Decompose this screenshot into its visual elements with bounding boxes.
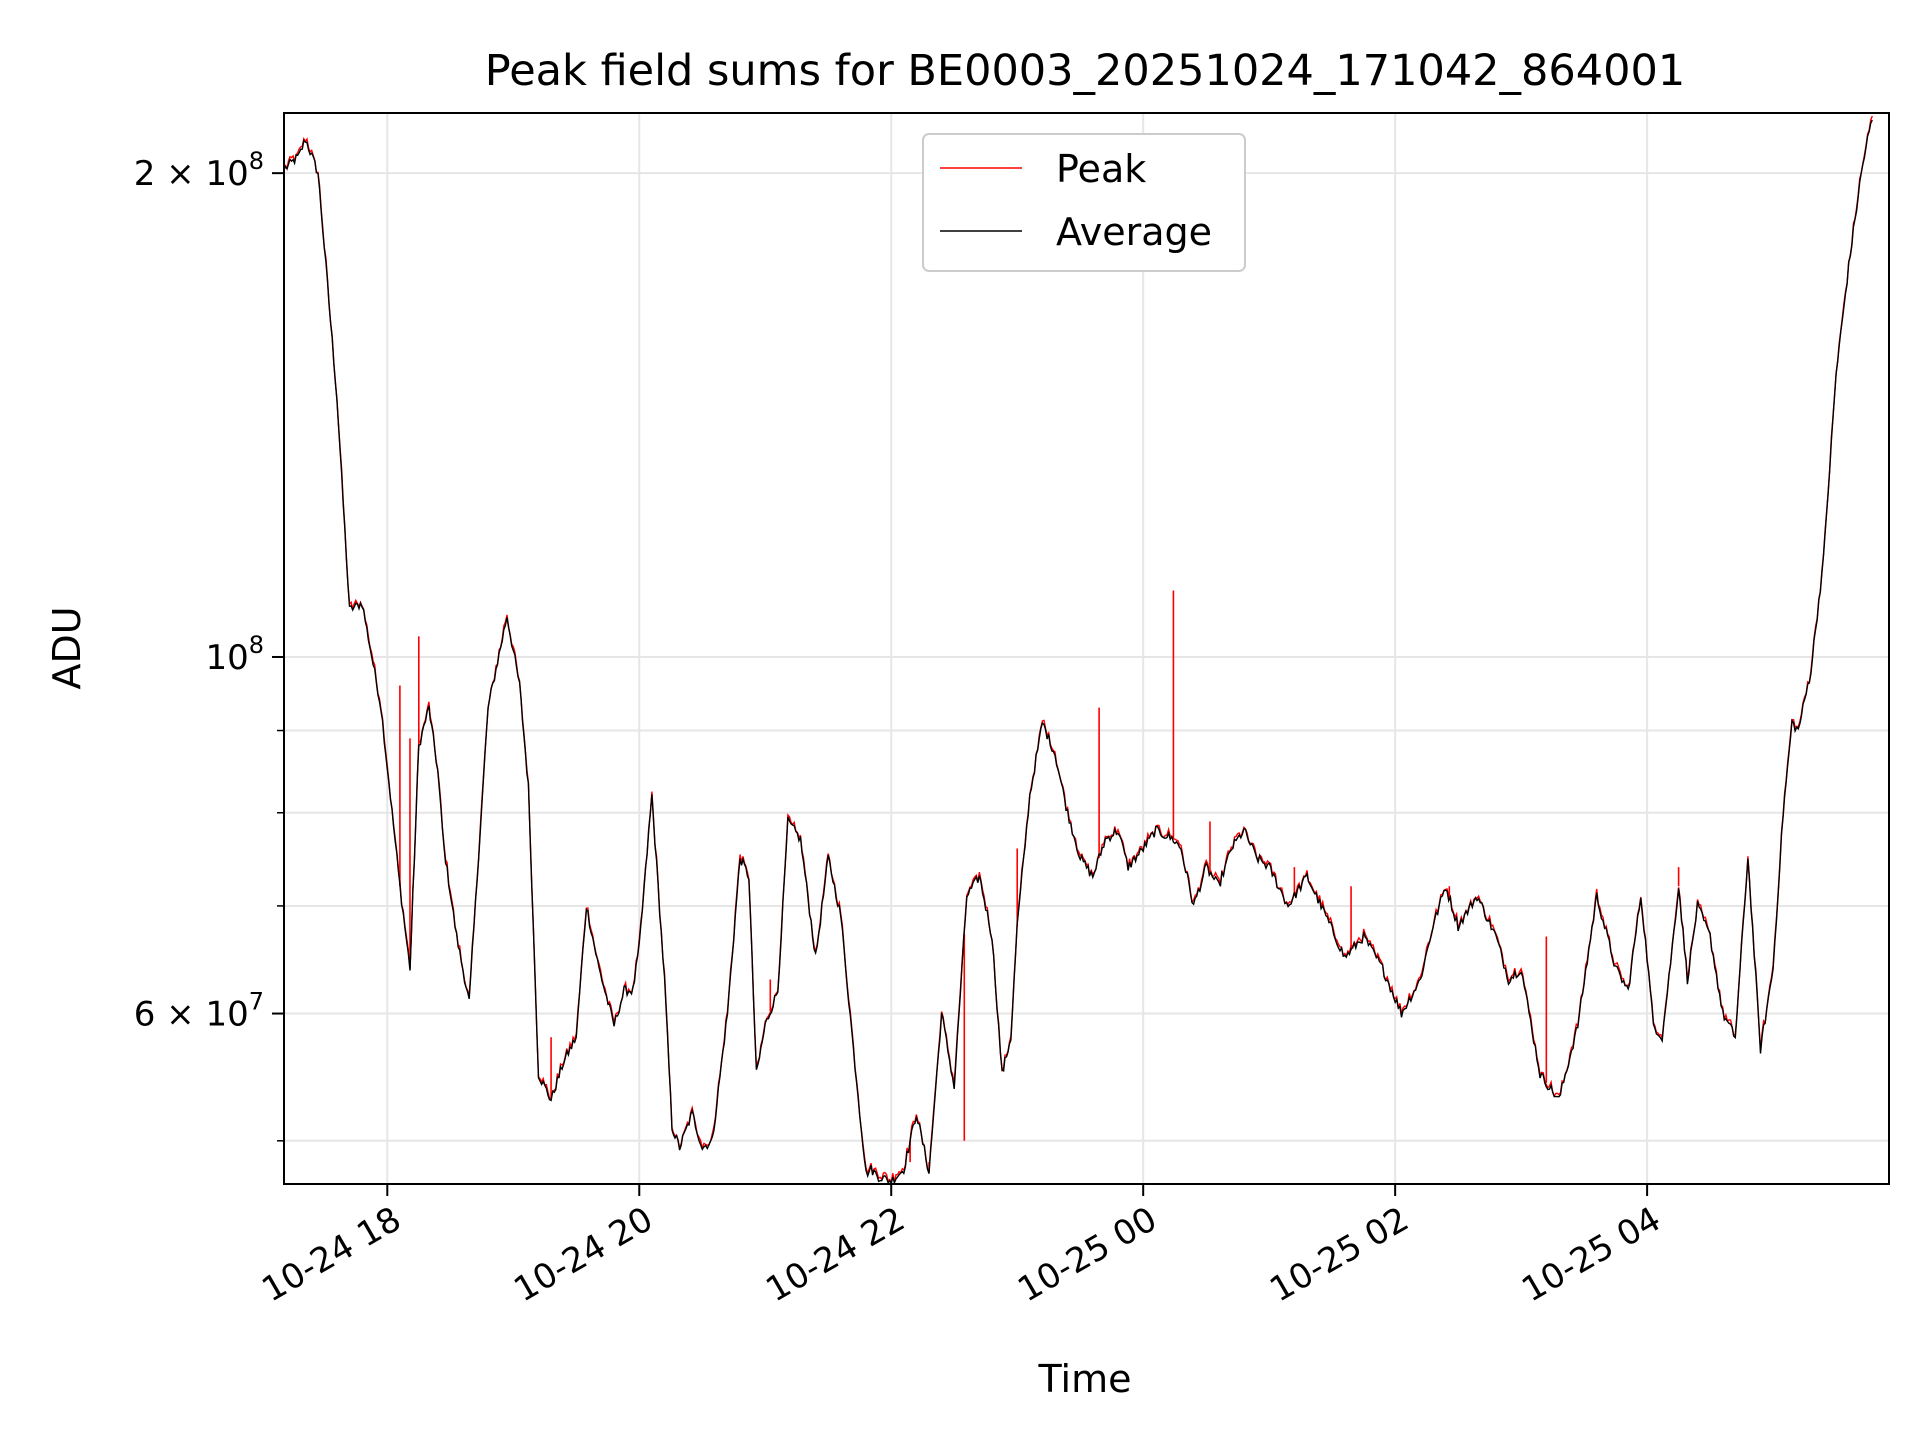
legend-peak-label: Peak bbox=[1056, 147, 1146, 191]
plot-frame bbox=[283, 112, 1890, 1185]
y-tick-label: 108 bbox=[205, 631, 264, 678]
average-series-line bbox=[283, 119, 1873, 1186]
chart-title: Peak field sums for BE0003_20251024_1710… bbox=[485, 46, 1685, 96]
plot-series bbox=[283, 115, 1873, 1186]
grid bbox=[284, 113, 1889, 1184]
y-tick-label: 6 × 107 bbox=[134, 988, 264, 1035]
y-tick-label: 2 × 108 bbox=[134, 147, 264, 194]
legend: Peak Average bbox=[922, 133, 1246, 272]
x-axis-label: Time bbox=[1038, 1357, 1132, 1401]
legend-average-label: Average bbox=[1056, 210, 1212, 254]
y-axis-label: ADU bbox=[45, 606, 89, 689]
